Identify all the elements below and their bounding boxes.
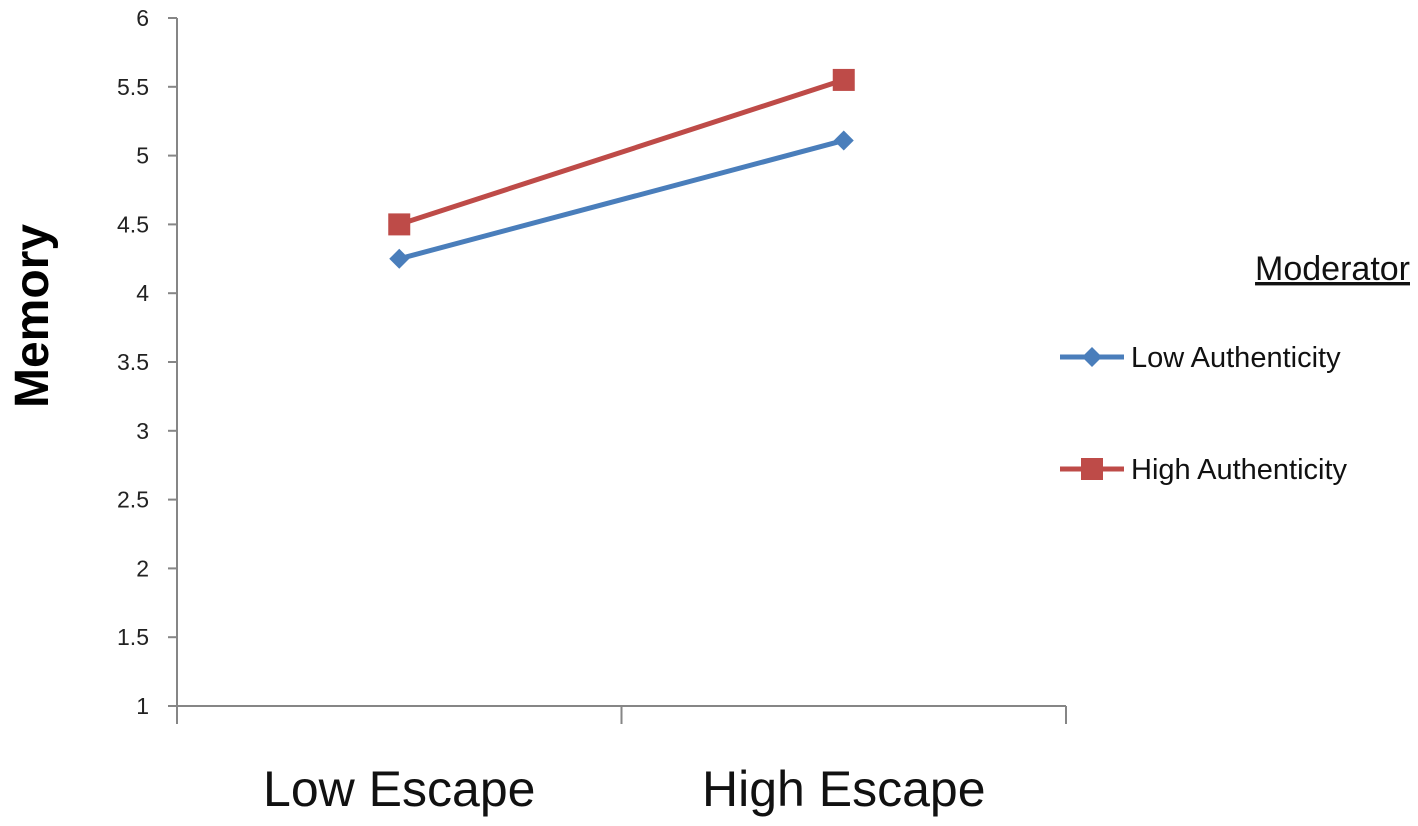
axes [176, 18, 1066, 707]
y-tick-label: 6 [136, 5, 149, 31]
series-1 [389, 130, 854, 269]
series-layer [388, 68, 855, 269]
y-axis-ticks: 1 1.5 2 2.5 3 3.5 4 4.5 5 5.5 6 [117, 5, 177, 719]
legend-swatch-marker [1081, 458, 1103, 480]
data-point [832, 68, 855, 91]
y-tick-label: 4.5 [117, 211, 149, 237]
y-tick-label: 1.5 [117, 624, 149, 650]
series-line [398, 138, 845, 262]
legend-items: Low Authenticity High Authenticity [1060, 342, 1348, 486]
legend-title: Moderator [1255, 250, 1410, 288]
y-tick-label: 1 [136, 693, 149, 719]
data-point [389, 248, 410, 269]
series-line [398, 77, 845, 227]
data-point [388, 213, 411, 236]
y-tick-label: 5.5 [117, 74, 149, 100]
y-tick-label: 4 [136, 280, 149, 306]
y-tick-label: 2.5 [117, 487, 149, 513]
legend: Moderator Low Authenticity High Authentic… [1060, 250, 1410, 486]
legend-label: Low Authenticity [1131, 342, 1341, 374]
series-2 [388, 68, 855, 236]
data-point [833, 130, 854, 151]
y-tick-label: 3.5 [117, 349, 149, 375]
x-category-label: Low Escape [263, 761, 535, 817]
legend-label: High Authenticity [1131, 454, 1348, 486]
legend-item: High Authenticity [1060, 454, 1348, 486]
y-tick-label: 2 [136, 555, 149, 581]
y-axis-label: Memory [6, 224, 59, 408]
x-category-label: High Escape [702, 761, 986, 817]
legend-swatch-marker [1082, 347, 1102, 367]
x-axis-ticks: Low Escape High Escape [176, 706, 1067, 817]
y-tick-label: 3 [136, 418, 149, 444]
legend-item: Low Authenticity [1060, 342, 1341, 374]
y-tick-label: 5 [136, 143, 149, 169]
